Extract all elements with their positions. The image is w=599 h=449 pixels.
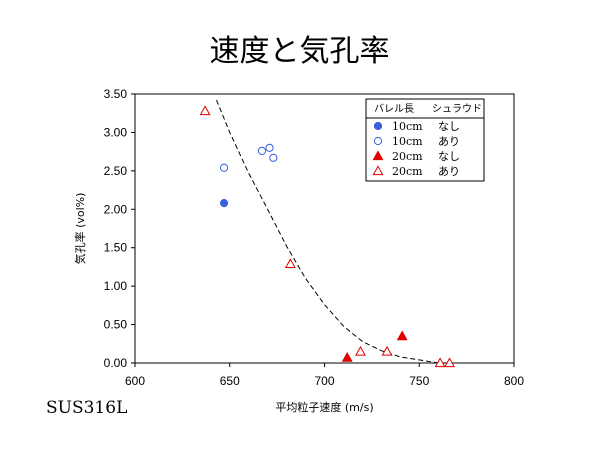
legend-marker — [372, 165, 384, 176]
data-point — [444, 357, 456, 368]
data-point — [265, 143, 274, 152]
data-point — [434, 357, 446, 368]
y-tick-label: 1.00 — [104, 279, 128, 293]
legend-shroud-label: あり — [438, 165, 460, 178]
legend-header-shroud: シュラウド — [432, 103, 482, 115]
x-tick-label: 600 — [125, 374, 145, 388]
data-point — [269, 153, 278, 162]
legend-barrel-label: 10cm — [392, 135, 423, 148]
data-point — [284, 258, 296, 269]
x-tick-label: 800 — [504, 374, 524, 388]
x-axis-label: 平均粒子速度 (m/s) — [275, 400, 373, 414]
footer-label: SUS316L — [46, 398, 128, 418]
legend-header-barrel: バレル長 — [374, 103, 414, 115]
x-tick-label: 750 — [409, 374, 429, 388]
legend-barrel-label: 10cm — [392, 120, 423, 133]
y-tick-label: 3.00 — [104, 125, 128, 139]
legend-shroud-label: あり — [438, 135, 460, 148]
y-tick-label: 0.00 — [104, 356, 128, 370]
y-axis-label: 気孔率 (vol%) — [73, 193, 87, 265]
data-point — [355, 345, 366, 356]
data-point — [396, 330, 408, 341]
y-tick-label: 3.50 — [104, 87, 128, 101]
legend-shroud-label: なし — [438, 150, 460, 163]
data-point — [219, 163, 229, 172]
legend-marker — [372, 150, 384, 161]
page-title: 速度と気孔率 — [209, 34, 390, 69]
legend-marker — [373, 136, 383, 146]
legend-marker — [373, 121, 383, 131]
data-point — [219, 199, 229, 208]
legend-shroud-label: なし — [438, 120, 460, 133]
legend: バレル長 シュラウド 10cm なし 10cm あり 20cm なし 20cm あり — [365, 98, 485, 182]
data-point — [257, 146, 267, 155]
legend-barrel-label: 20cm — [392, 165, 423, 178]
y-tick-label: 1.50 — [104, 241, 128, 255]
legend-box — [365, 98, 485, 182]
x-tick-label: 650 — [220, 374, 240, 388]
y-tick-label: 2.00 — [104, 202, 128, 216]
data-point — [341, 351, 353, 362]
legend-barrel-label: 20cm — [392, 150, 423, 163]
y-tick-label: 2.50 — [104, 164, 128, 178]
y-tick-label: 0.50 — [104, 318, 128, 332]
data-point — [381, 345, 393, 356]
x-tick-label: 700 — [314, 374, 334, 388]
data-point — [199, 105, 211, 116]
